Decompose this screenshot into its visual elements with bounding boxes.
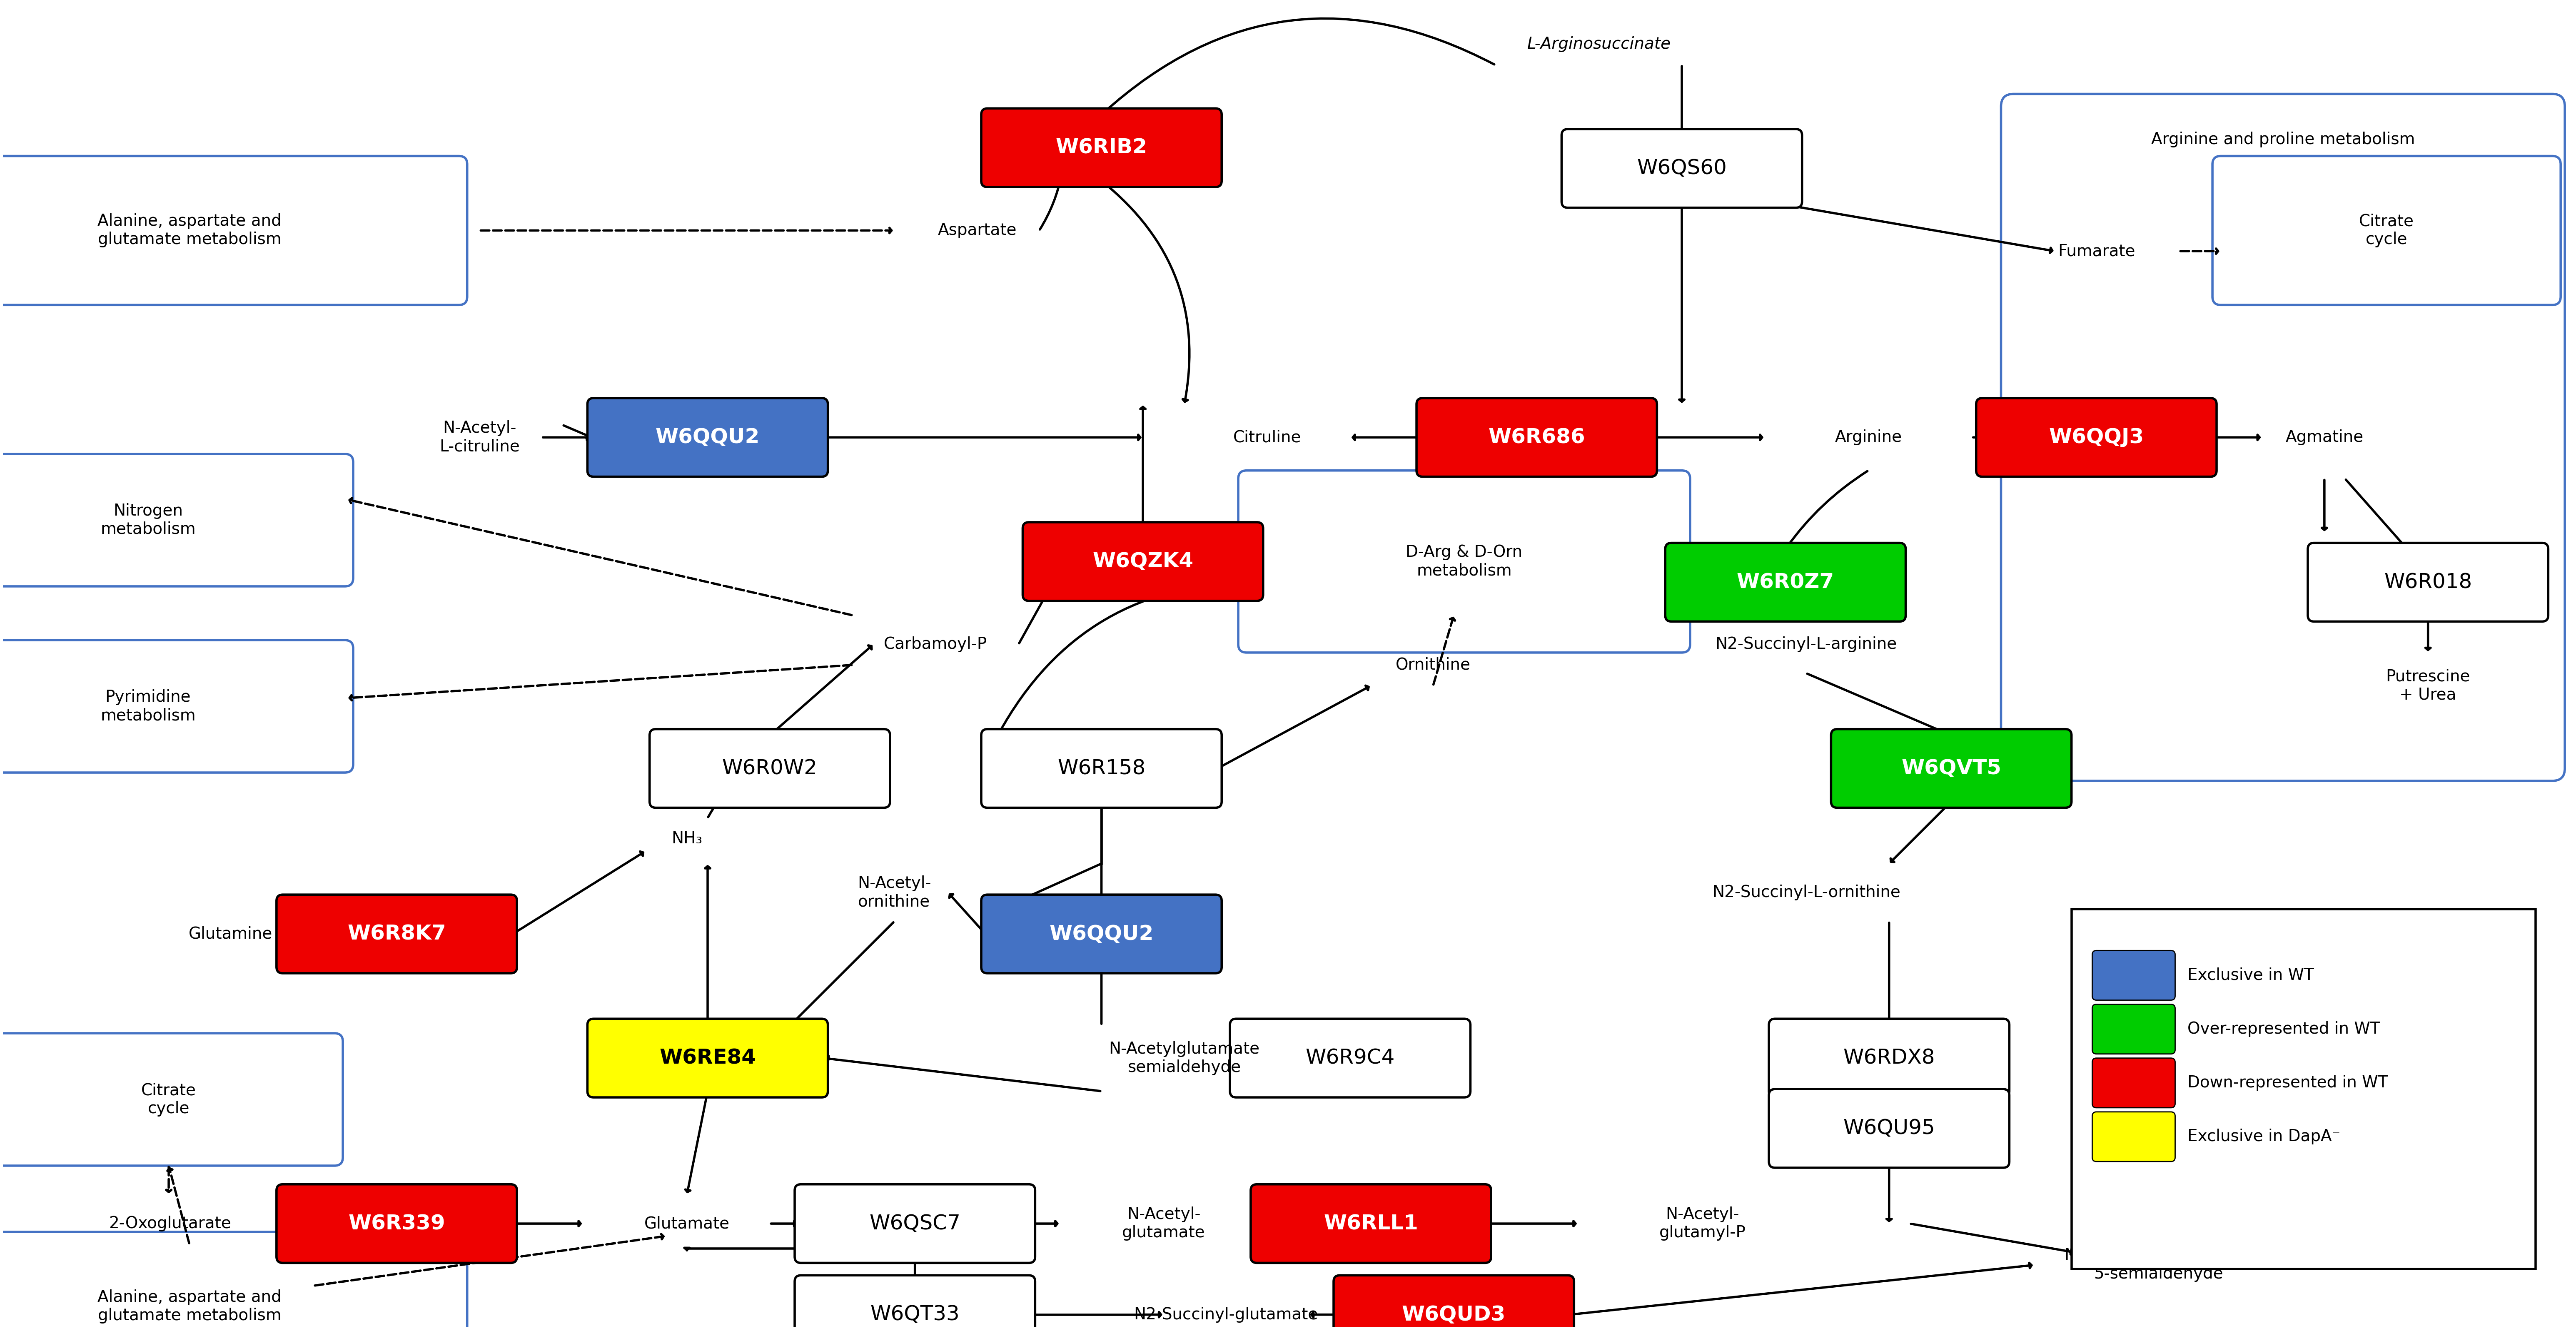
Text: Arginine: Arginine [1834, 430, 1901, 446]
Text: N2-Succinyl-glutamate: N2-Succinyl-glutamate [1133, 1307, 1319, 1323]
Text: Putrescine
+ Urea: Putrescine + Urea [2385, 668, 2470, 703]
FancyBboxPatch shape [2213, 156, 2561, 305]
Text: Alanine, aspartate and
glutamate metabolism: Alanine, aspartate and glutamate metabol… [98, 213, 281, 248]
Text: Fumarate: Fumarate [2058, 244, 2136, 260]
Text: Citrate
cycle: Citrate cycle [142, 1082, 196, 1117]
FancyBboxPatch shape [0, 1033, 343, 1166]
FancyBboxPatch shape [981, 894, 1221, 973]
Text: N-Acetyl-
glutamyl-P: N-Acetyl- glutamyl-P [1659, 1206, 1747, 1240]
Text: Exclusive in WT: Exclusive in WT [2187, 968, 2313, 984]
Text: W6R018: W6R018 [2383, 572, 2473, 592]
FancyBboxPatch shape [981, 108, 1221, 188]
Text: W6QZK4: W6QZK4 [1092, 551, 1193, 571]
Text: W6R339: W6R339 [348, 1214, 446, 1234]
Text: Citrate
cycle: Citrate cycle [2360, 213, 2414, 248]
FancyBboxPatch shape [1252, 1185, 1492, 1263]
FancyBboxPatch shape [0, 640, 353, 772]
Text: W6QSC7: W6QSC7 [868, 1214, 961, 1234]
FancyBboxPatch shape [1770, 1089, 2009, 1167]
Text: W6QT33: W6QT33 [871, 1304, 961, 1324]
FancyBboxPatch shape [276, 894, 518, 973]
Text: Pyrimidine
metabolism: Pyrimidine metabolism [100, 689, 196, 724]
Text: Exclusive in DapA⁻: Exclusive in DapA⁻ [2187, 1129, 2342, 1145]
FancyBboxPatch shape [793, 1185, 1036, 1263]
FancyBboxPatch shape [1417, 398, 1656, 476]
FancyBboxPatch shape [1832, 729, 2071, 808]
FancyBboxPatch shape [2308, 543, 2548, 622]
Text: Down-represented in WT: Down-represented in WT [2187, 1075, 2388, 1091]
FancyBboxPatch shape [1023, 522, 1262, 600]
Text: N-Succinyl-L-glutamate
5-semialdehyde: N-Succinyl-L-glutamate 5-semialdehyde [2063, 1248, 2254, 1282]
Text: W6QS60: W6QS60 [1636, 158, 1726, 178]
FancyBboxPatch shape [0, 454, 353, 587]
Text: W6QQJ3: W6QQJ3 [2048, 427, 2143, 447]
Text: W6QUD3: W6QUD3 [1401, 1304, 1507, 1324]
Text: N2-Succinyl-L-arginine: N2-Succinyl-L-arginine [1716, 636, 1896, 652]
Text: Agmatine: Agmatine [2285, 430, 2362, 446]
FancyBboxPatch shape [0, 1233, 466, 1331]
Text: NH₃: NH₃ [672, 831, 703, 847]
Text: W6R8K7: W6R8K7 [348, 924, 446, 944]
Text: Ornithine: Ornithine [1396, 658, 1471, 673]
FancyBboxPatch shape [0, 156, 466, 305]
Text: W6QVT5: W6QVT5 [1901, 759, 2002, 779]
Text: W6RDX8: W6RDX8 [1844, 1047, 1935, 1067]
FancyBboxPatch shape [2071, 909, 2535, 1270]
FancyBboxPatch shape [587, 1018, 827, 1097]
FancyBboxPatch shape [1229, 1018, 1471, 1097]
FancyBboxPatch shape [793, 1275, 1036, 1331]
Text: Glutamate: Glutamate [644, 1215, 729, 1231]
Text: Nitrogen
metabolism: Nitrogen metabolism [100, 503, 196, 538]
Text: W6QQU2: W6QQU2 [654, 427, 760, 447]
FancyBboxPatch shape [1976, 398, 2215, 476]
FancyBboxPatch shape [2092, 1005, 2174, 1054]
Text: W6R0W2: W6R0W2 [721, 759, 817, 779]
Text: W6R158: W6R158 [1059, 759, 1146, 779]
Text: Aspartate: Aspartate [938, 222, 1018, 238]
Text: W6R0Z7: W6R0Z7 [1736, 572, 1834, 592]
Text: W6RIB2: W6RIB2 [1056, 137, 1146, 157]
Text: Arginine and proline metabolism: Arginine and proline metabolism [2151, 132, 2414, 148]
FancyBboxPatch shape [2092, 950, 2174, 1000]
FancyBboxPatch shape [1770, 1018, 2009, 1097]
Text: Citruline: Citruline [1234, 430, 1301, 446]
Text: N-Acetyl-
ornithine: N-Acetyl- ornithine [858, 876, 930, 909]
FancyBboxPatch shape [2092, 1058, 2174, 1107]
Text: W6R686: W6R686 [1489, 427, 1584, 447]
FancyBboxPatch shape [1664, 543, 1906, 622]
FancyBboxPatch shape [981, 729, 1221, 808]
FancyBboxPatch shape [649, 729, 891, 808]
Text: Glutamine: Glutamine [188, 926, 273, 942]
Text: W6QQU2: W6QQU2 [1048, 924, 1154, 944]
Text: W6RE84: W6RE84 [659, 1047, 755, 1067]
Text: Carbamoyl-P: Carbamoyl-P [884, 636, 987, 652]
Text: W6QU95: W6QU95 [1844, 1118, 1935, 1138]
Text: W6RLL1: W6RLL1 [1324, 1214, 1419, 1234]
Text: N-Acetyl-
L-citruline: N-Acetyl- L-citruline [440, 421, 520, 454]
Text: W6R9C4: W6R9C4 [1306, 1047, 1394, 1067]
Text: L-Arginosuccinate: L-Arginosuccinate [1528, 36, 1672, 52]
FancyBboxPatch shape [2092, 1111, 2174, 1162]
Text: 2-Oxoglutarate: 2-Oxoglutarate [108, 1215, 232, 1231]
FancyBboxPatch shape [1561, 129, 1803, 208]
Text: D-Arg & D-Orn
metabolism: D-Arg & D-Orn metabolism [1406, 544, 1522, 579]
Text: N-Acetyl-
glutamate: N-Acetyl- glutamate [1123, 1206, 1206, 1240]
Text: N-Acetylglutamate
semialdehyde: N-Acetylglutamate semialdehyde [1108, 1041, 1260, 1075]
Text: N2-Succinyl-L-ornithine: N2-Succinyl-L-ornithine [1713, 885, 1901, 901]
FancyBboxPatch shape [276, 1185, 518, 1263]
Text: Alanine, aspartate and
glutamate metabolism: Alanine, aspartate and glutamate metabol… [98, 1290, 281, 1323]
FancyBboxPatch shape [2002, 95, 2566, 781]
FancyBboxPatch shape [1334, 1275, 1574, 1331]
Text: Over-represented in WT: Over-represented in WT [2187, 1021, 2380, 1037]
FancyBboxPatch shape [1239, 470, 1690, 652]
FancyBboxPatch shape [587, 398, 827, 476]
